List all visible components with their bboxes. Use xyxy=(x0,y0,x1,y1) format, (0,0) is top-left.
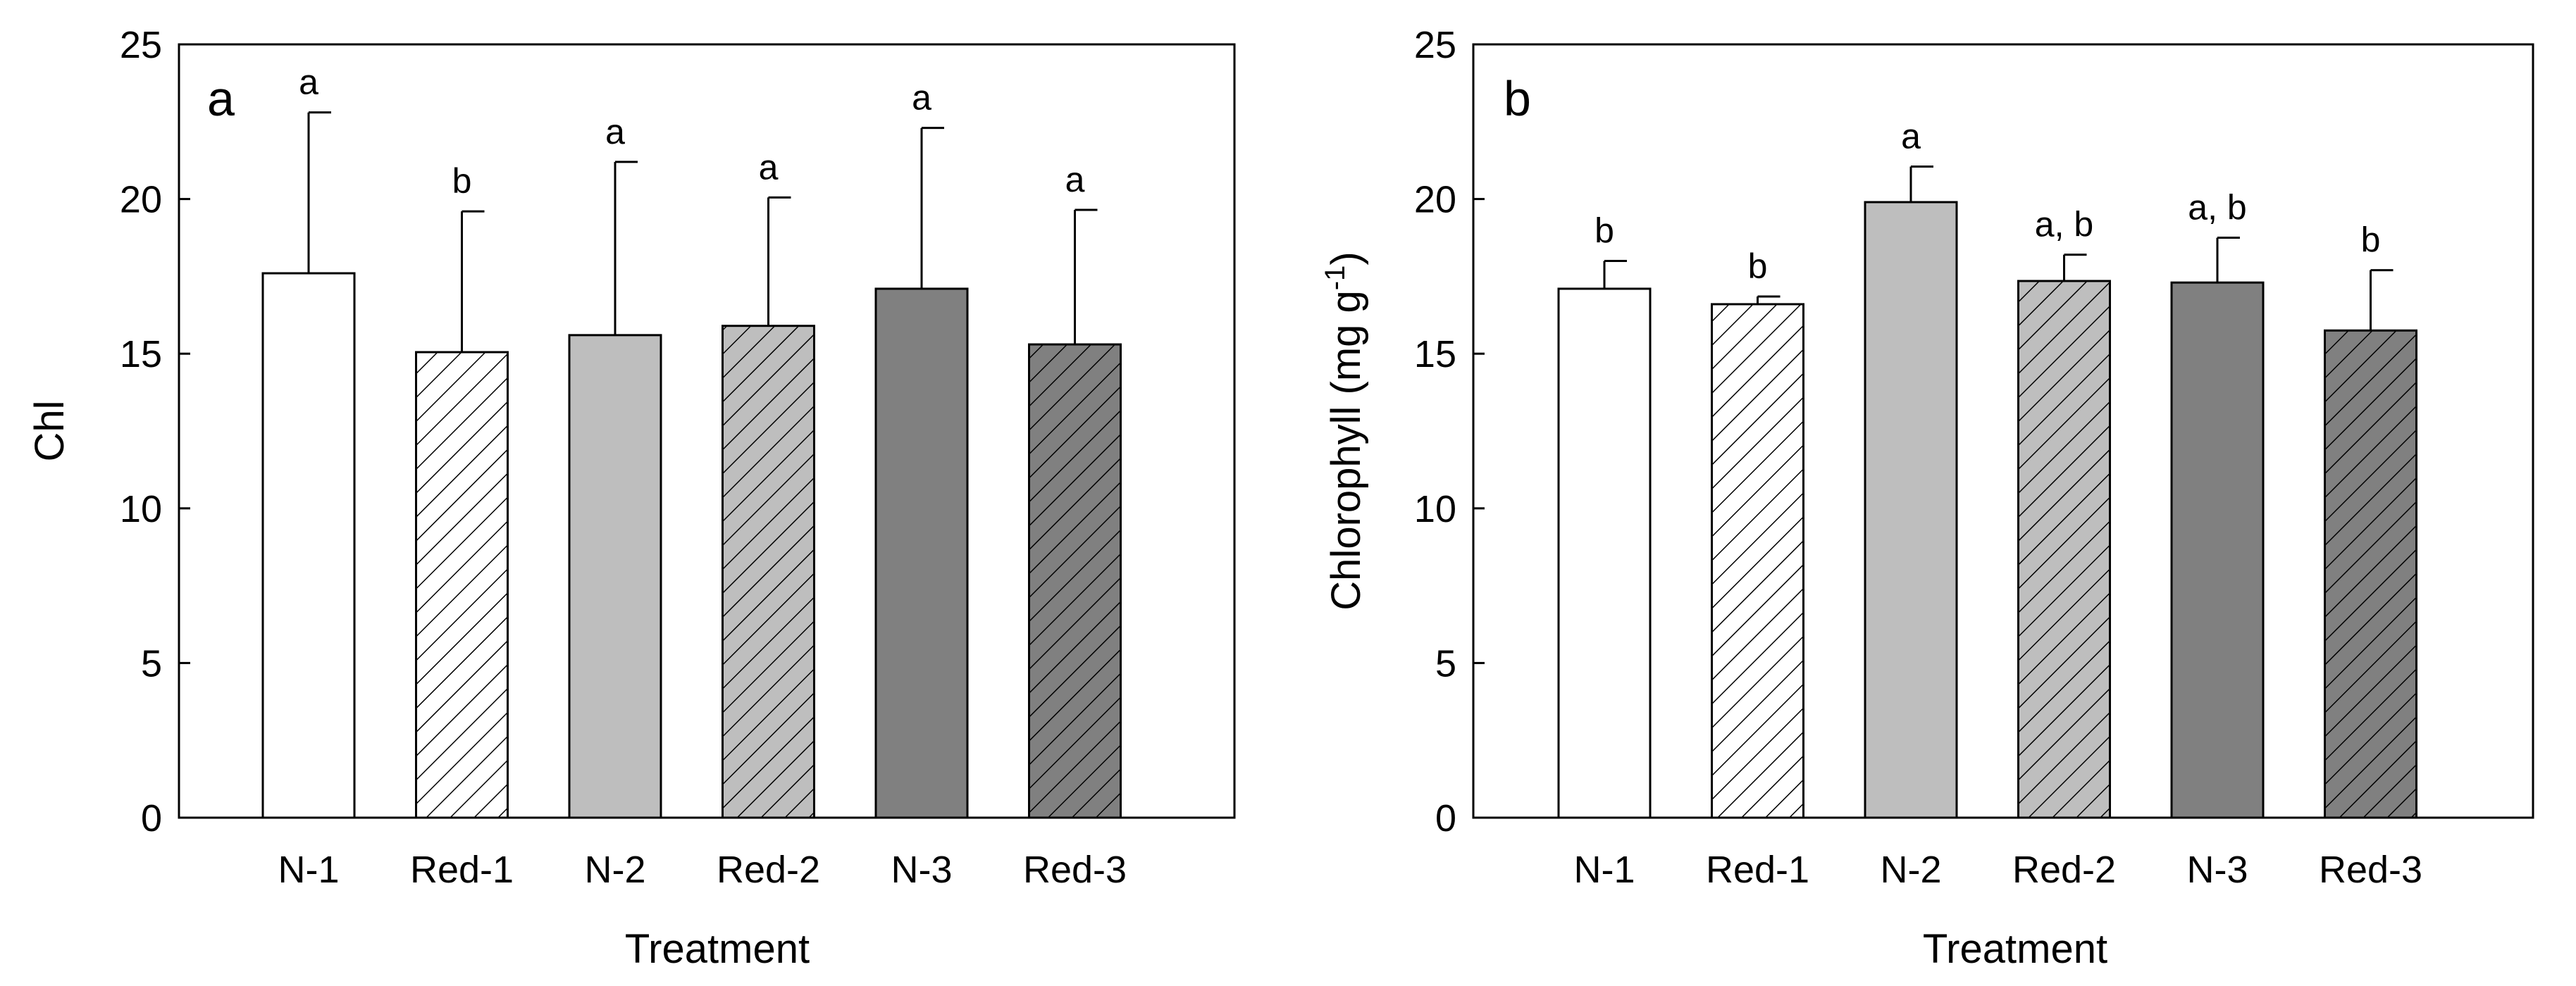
significance-label-b-Red-1: b xyxy=(1748,246,1768,286)
significance-label-b-N-1: b xyxy=(1594,211,1614,250)
y-tick-label-b-20: 20 xyxy=(1414,179,1456,221)
panel-b: b Chlorophyll (mg g-1) Treatment 0 5 10 15 2… xyxy=(1320,24,2534,972)
y-tick-label-b-15: 15 xyxy=(1414,333,1456,375)
significance-label-b-N-2: a xyxy=(1901,116,1921,156)
category-label-a-N-3: N-3 xyxy=(891,849,952,891)
panel-letter-b: b xyxy=(1504,71,1531,126)
significance-label-b-Red-2: a, b xyxy=(2035,205,2093,244)
significance-label-a-Red-1: b xyxy=(452,161,472,201)
y-ticks-a: 0 5 10 15 20 25 xyxy=(120,24,190,840)
category-label-b-Red-1: Red-1 xyxy=(1706,849,1809,891)
y-tick-label-a-15: 15 xyxy=(120,333,162,375)
bar-a-Red-1 xyxy=(415,351,509,819)
x-axis-title-a: Treatment xyxy=(625,926,810,972)
significance-label-b-N-3: a, b xyxy=(2188,188,2246,227)
category-label-a-Red-3: Red-3 xyxy=(1023,849,1127,891)
bars-b: b N-1 b Red-1 a N-2 a, b Red-2 a, b N-3 b Red-3 xyxy=(1557,116,2422,891)
y-axis-title-b-close: ) xyxy=(1323,251,1369,265)
category-label-b-N-2: N-2 xyxy=(1880,849,1941,891)
category-label-a-Red-2: Red-2 xyxy=(717,849,820,891)
y-ticks-b: 0 5 10 15 20 25 xyxy=(1414,24,1485,840)
x-axis-title-b: Treatment xyxy=(1923,926,2107,972)
y-tick-label-a-10: 10 xyxy=(120,488,162,530)
category-label-a-N-1: N-1 xyxy=(278,849,339,891)
significance-label-a-N-3: a xyxy=(912,78,931,118)
category-label-b-N-1: N-1 xyxy=(1573,849,1635,891)
plot-frame-b xyxy=(1472,43,2534,819)
y-tick-label-a-5: 5 xyxy=(141,642,162,685)
y-axis-title-a: Chl xyxy=(27,400,73,461)
significance-label-a-Red-3: a xyxy=(1065,160,1085,199)
panel-letter-a: a xyxy=(207,71,235,126)
plot-frame-a xyxy=(178,43,1236,819)
category-label-b-Red-2: Red-2 xyxy=(2012,849,2116,891)
bar-a-Red-2 xyxy=(722,325,815,819)
y-tick-label-a-0: 0 xyxy=(141,797,162,840)
y-tick-label-a-25: 25 xyxy=(120,24,162,66)
y-tick-label-b-0: 0 xyxy=(1435,797,1456,840)
y-axis-title-b: Chlorophyll (mg g-1) xyxy=(1320,251,1369,610)
significance-label-b-Red-3: b xyxy=(2361,220,2381,260)
y-tick-label-b-10: 10 xyxy=(1414,488,1456,530)
bar-a-Red-3 xyxy=(1028,343,1122,819)
bar-a-N-1 xyxy=(261,272,356,819)
category-label-b-N-3: N-3 xyxy=(2186,849,2248,891)
y-tick-label-b-25: 25 xyxy=(1414,24,1456,66)
significance-label-a-N-2: a xyxy=(605,112,625,151)
category-label-a-N-2: N-2 xyxy=(584,849,645,891)
bar-a-N-3 xyxy=(874,287,969,819)
bar-b-N-3 xyxy=(2170,281,2265,819)
y-axis-title-b-sup: -1 xyxy=(1320,266,1351,291)
category-label-b-Red-3: Red-3 xyxy=(2319,849,2422,891)
bars-a: a N-1 b Red-1 a N-2 a Red-2 a N-3 a Red-3 xyxy=(261,63,1127,891)
bar-b-Red-2 xyxy=(2017,280,2111,819)
bar-b-Red-1 xyxy=(1711,303,1804,819)
panel-a: a Chl Treatment 0 5 10 15 20 25 a N-1 b Red-1 a N-… xyxy=(27,24,1236,972)
significance-label-a-Red-2: a xyxy=(759,147,779,187)
y-tick-label-b-5: 5 xyxy=(1435,642,1456,685)
bar-b-N-1 xyxy=(1557,287,1652,819)
significance-label-a-N-1: a xyxy=(299,63,318,102)
category-label-a-Red-1: Red-1 xyxy=(410,849,514,891)
bar-b-Red-3 xyxy=(2324,329,2417,819)
y-axis-title-b-main: Chlorophyll (mg g xyxy=(1323,290,1369,611)
y-tick-label-a-20: 20 xyxy=(120,179,162,221)
bar-b-N-2 xyxy=(1864,201,1958,819)
bar-a-N-2 xyxy=(568,334,662,819)
